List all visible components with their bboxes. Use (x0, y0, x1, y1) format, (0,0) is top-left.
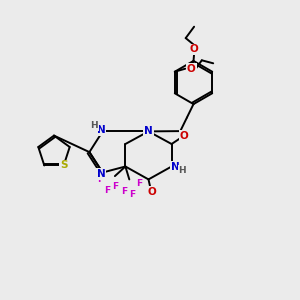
Text: F: F (98, 175, 103, 184)
Text: O: O (147, 187, 156, 197)
Text: F: F (112, 182, 118, 191)
Text: H: H (178, 166, 186, 175)
Text: O: O (190, 44, 199, 55)
Text: F: F (136, 179, 142, 188)
Text: F: F (121, 187, 127, 196)
Text: N: N (171, 161, 180, 172)
Text: O: O (187, 64, 196, 74)
Text: F: F (104, 186, 110, 195)
Text: F: F (129, 190, 135, 199)
Text: S: S (60, 160, 68, 170)
Text: N: N (97, 125, 106, 135)
Text: N: N (97, 169, 106, 179)
Text: N: N (144, 126, 153, 136)
Text: H: H (90, 121, 98, 130)
Text: O: O (180, 130, 189, 141)
